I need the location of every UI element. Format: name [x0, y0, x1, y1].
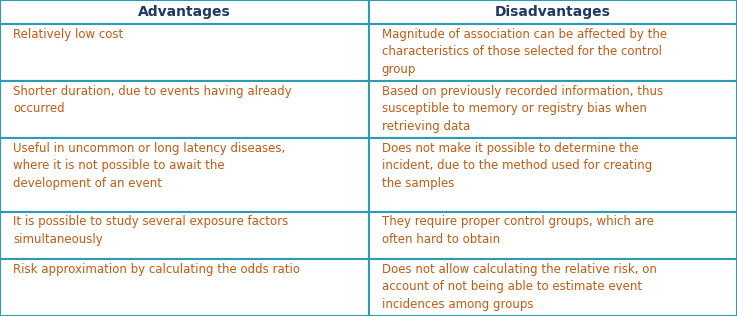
Text: It is possible to study several exposure factors
simultaneously: It is possible to study several exposure…: [13, 216, 288, 246]
Text: Advantages: Advantages: [138, 5, 231, 19]
Bar: [368, 81, 737, 138]
Text: Magnitude of association can be affected by the
characteristics of those selecte: Magnitude of association can be affected…: [382, 27, 667, 76]
Text: Risk approximation by calculating the odds ratio: Risk approximation by calculating the od…: [13, 263, 300, 276]
Text: Does not allow calculating the relative risk, on
account of not being able to es: Does not allow calculating the relative …: [382, 263, 657, 311]
Bar: [0, 0, 368, 24]
Text: They require proper control groups, which are
often hard to obtain: They require proper control groups, whic…: [382, 216, 654, 246]
Text: Disadvantages: Disadvantages: [495, 5, 611, 19]
Text: Relatively low cost: Relatively low cost: [13, 27, 124, 41]
Text: Shorter duration, due to events having already
occurred: Shorter duration, due to events having a…: [13, 85, 292, 115]
Bar: [0, 81, 368, 138]
Bar: [0, 212, 368, 259]
Text: Based on previously recorded information, thus
susceptible to memory or registry: Based on previously recorded information…: [382, 85, 663, 133]
Text: Useful in uncommon or long latency diseases,
where it is not possible to await t: Useful in uncommon or long latency disea…: [13, 142, 285, 190]
Bar: [0, 259, 368, 316]
Text: Does not make it possible to determine the
incident, due to the method used for : Does not make it possible to determine t…: [382, 142, 652, 190]
Bar: [368, 259, 737, 316]
Bar: [0, 138, 368, 212]
Bar: [368, 24, 737, 81]
Bar: [368, 212, 737, 259]
Bar: [368, 0, 737, 24]
Bar: [0, 24, 368, 81]
Bar: [368, 138, 737, 212]
